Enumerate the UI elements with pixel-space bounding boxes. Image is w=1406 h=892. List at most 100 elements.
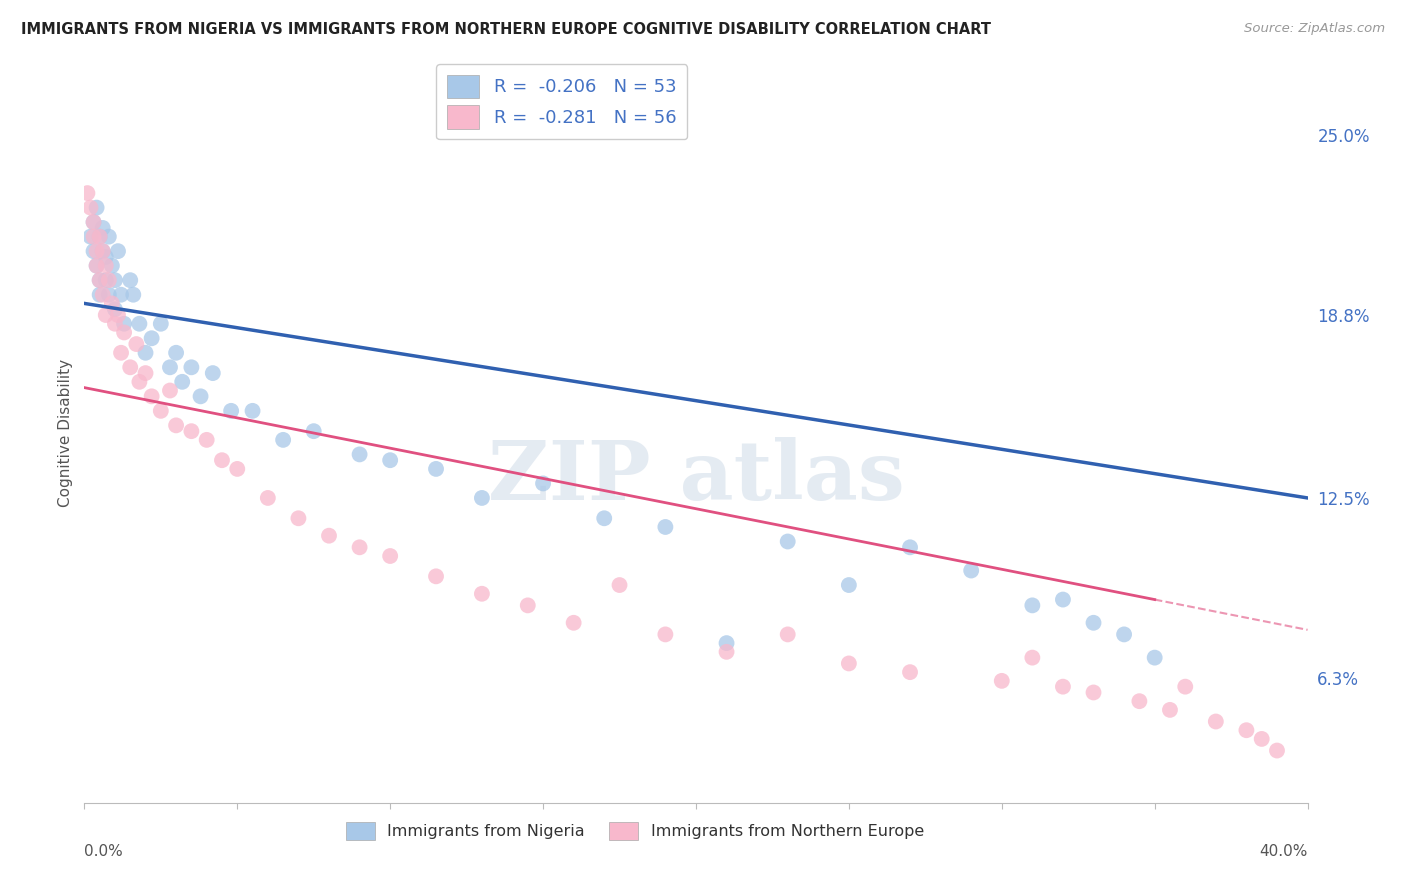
Point bbox=[83, 215, 105, 229]
Point bbox=[516, 599, 538, 613]
Point bbox=[165, 418, 187, 433]
Point bbox=[101, 259, 124, 273]
Point bbox=[838, 578, 860, 592]
Point bbox=[302, 424, 325, 438]
Point bbox=[349, 447, 371, 461]
Point bbox=[226, 462, 249, 476]
Point bbox=[104, 302, 127, 317]
Point bbox=[349, 541, 371, 555]
Point bbox=[79, 201, 101, 215]
Point bbox=[165, 345, 187, 359]
Point bbox=[141, 331, 163, 345]
Point bbox=[1143, 650, 1166, 665]
Point bbox=[101, 296, 124, 310]
Point bbox=[654, 627, 676, 641]
Point bbox=[89, 229, 111, 244]
Point bbox=[1083, 615, 1105, 630]
Point bbox=[94, 259, 117, 273]
Text: ZIP atlas: ZIP atlas bbox=[488, 437, 904, 517]
Point bbox=[898, 541, 921, 555]
Point bbox=[242, 404, 264, 418]
Point bbox=[141, 389, 163, 403]
Point bbox=[219, 404, 242, 418]
Point bbox=[135, 345, 157, 359]
Point bbox=[120, 360, 142, 375]
Point bbox=[107, 244, 129, 259]
Point bbox=[97, 287, 120, 301]
Point bbox=[122, 287, 145, 301]
Point bbox=[91, 287, 114, 301]
Point bbox=[180, 424, 202, 438]
Point bbox=[180, 360, 202, 375]
Y-axis label: Cognitive Disability: Cognitive Disability bbox=[58, 359, 73, 507]
Point bbox=[593, 511, 616, 525]
Point bbox=[1205, 714, 1227, 729]
Text: 40.0%: 40.0% bbox=[1260, 844, 1308, 858]
Point bbox=[1159, 703, 1181, 717]
Point bbox=[97, 229, 120, 244]
Point bbox=[425, 462, 447, 476]
Text: IMMIGRANTS FROM NIGERIA VS IMMIGRANTS FROM NORTHERN EUROPE COGNITIVE DISABILITY : IMMIGRANTS FROM NIGERIA VS IMMIGRANTS FR… bbox=[21, 22, 991, 37]
Point bbox=[380, 453, 402, 467]
Point bbox=[79, 229, 101, 244]
Point bbox=[107, 308, 129, 322]
Point bbox=[86, 259, 108, 273]
Point bbox=[86, 201, 108, 215]
Text: 0.0%: 0.0% bbox=[84, 844, 124, 858]
Point bbox=[110, 287, 132, 301]
Point bbox=[562, 615, 585, 630]
Point bbox=[425, 569, 447, 583]
Point bbox=[609, 578, 631, 592]
Point bbox=[89, 229, 111, 244]
Point bbox=[1052, 592, 1074, 607]
Point bbox=[287, 511, 309, 525]
Point bbox=[1265, 743, 1288, 757]
Point bbox=[190, 389, 212, 403]
Point bbox=[1236, 723, 1258, 738]
Point bbox=[1114, 627, 1136, 641]
Point bbox=[257, 491, 280, 505]
Point bbox=[1174, 680, 1197, 694]
Point bbox=[76, 186, 98, 200]
Text: Source: ZipAtlas.com: Source: ZipAtlas.com bbox=[1244, 22, 1385, 36]
Point bbox=[112, 326, 135, 340]
Point bbox=[838, 657, 860, 671]
Point bbox=[960, 564, 983, 578]
Point bbox=[654, 520, 676, 534]
Point bbox=[128, 317, 150, 331]
Point bbox=[94, 308, 117, 322]
Point bbox=[716, 636, 738, 650]
Point bbox=[128, 375, 150, 389]
Point bbox=[159, 384, 181, 398]
Point bbox=[1083, 685, 1105, 699]
Point bbox=[716, 645, 738, 659]
Point bbox=[112, 317, 135, 331]
Point bbox=[201, 366, 224, 380]
Point bbox=[97, 273, 120, 287]
Point bbox=[776, 534, 799, 549]
Point bbox=[172, 375, 194, 389]
Point bbox=[991, 673, 1014, 688]
Point bbox=[471, 587, 494, 601]
Point bbox=[318, 529, 340, 543]
Point bbox=[86, 259, 108, 273]
Point bbox=[83, 244, 105, 259]
Point bbox=[380, 549, 402, 563]
Point bbox=[1128, 694, 1150, 708]
Point bbox=[271, 433, 294, 447]
Point bbox=[149, 404, 172, 418]
Point bbox=[1021, 650, 1043, 665]
Point bbox=[211, 453, 233, 467]
Point bbox=[776, 627, 799, 641]
Point bbox=[91, 244, 114, 259]
Point bbox=[83, 215, 105, 229]
Point bbox=[94, 250, 117, 264]
Point bbox=[104, 273, 127, 287]
Point bbox=[89, 273, 111, 287]
Point bbox=[125, 337, 148, 351]
Point bbox=[94, 273, 117, 287]
Point bbox=[91, 244, 114, 259]
Point bbox=[531, 476, 554, 491]
Point bbox=[149, 317, 172, 331]
Point bbox=[86, 244, 108, 259]
